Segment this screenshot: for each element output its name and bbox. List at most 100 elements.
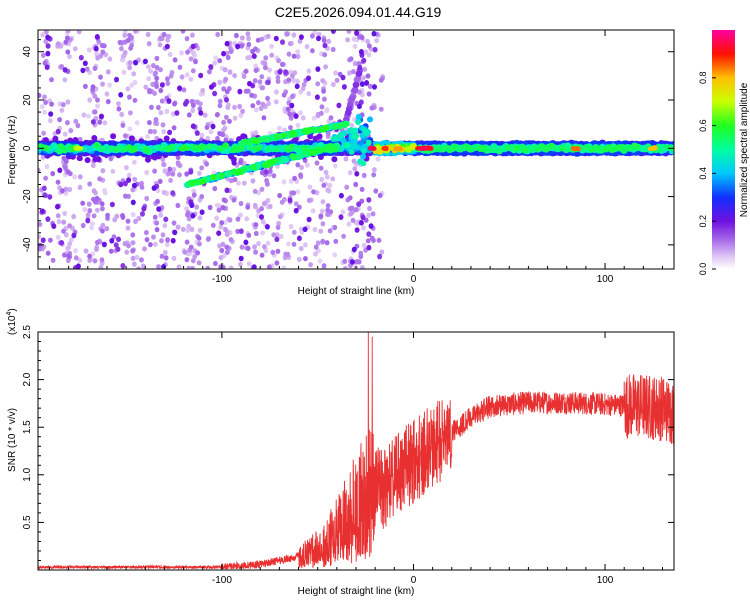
- heatmap-cell: [293, 113, 299, 119]
- heatmap-cell: [148, 128, 153, 135]
- heatmap-cell: [95, 97, 100, 103]
- heatmap-cell: [349, 205, 355, 211]
- heatmap-cell: [225, 104, 231, 110]
- heatmap-cell: [238, 261, 243, 267]
- heatmap-cell: [145, 134, 151, 140]
- heatmap-cell: [298, 110, 303, 116]
- heatmap-cell: [356, 259, 362, 265]
- heatmap-cell: [133, 30, 138, 34]
- heatmap-cell: [242, 165, 250, 172]
- heatmap-cell: [340, 209, 346, 215]
- heatmap-cell: [167, 129, 173, 136]
- heatmap-cell: [94, 246, 99, 252]
- heatmap-cell: [370, 211, 376, 217]
- heatmap-cell: [161, 31, 167, 38]
- heatmap-cell: [279, 132, 287, 139]
- heatmap-cell: [208, 129, 214, 135]
- heatmap-cell: [273, 35, 279, 42]
- heatmap-cell: [326, 188, 332, 194]
- heatmap-cell: [287, 111, 293, 117]
- heatmap-cell: [232, 73, 238, 79]
- colorbar-tick-label: 0.0: [698, 263, 708, 276]
- heatmap-cell: [190, 265, 195, 269]
- heatmap-cell: [366, 197, 372, 203]
- heatmap-cell: [83, 248, 89, 254]
- heatmap-cell: [77, 184, 83, 190]
- heatmap-cell: [190, 107, 196, 113]
- heatmap-cell: [144, 169, 150, 176]
- spectrogram-y-tick-label: -40: [22, 237, 33, 252]
- heatmap-cell: [286, 77, 292, 83]
- heatmap-cell: [162, 223, 168, 229]
- heatmap-cell: [281, 179, 287, 185]
- heatmap-cell: [288, 178, 294, 184]
- heatmap-cell: [366, 244, 372, 251]
- heatmap-cell: [95, 103, 100, 109]
- heatmap-cell: [160, 232, 166, 238]
- heatmap-cell: [130, 255, 136, 261]
- heatmap-cell: [62, 67, 68, 73]
- heatmap-cell: [149, 104, 154, 110]
- snr-y-tick-label: 1.5: [22, 420, 33, 434]
- heatmap-cell: [303, 256, 308, 262]
- heatmap-cell: [238, 200, 244, 207]
- heatmap-cell: [131, 159, 137, 165]
- heatmap-cell: [39, 104, 45, 110]
- heatmap-cell: [77, 174, 83, 180]
- heatmap-cell: [47, 194, 53, 200]
- heatmap-cell: [205, 135, 211, 142]
- heatmap-cell: [63, 158, 69, 164]
- heatmap-cell: [59, 107, 65, 113]
- heatmap-cell: [146, 76, 152, 82]
- heatmap-cell: [291, 241, 297, 247]
- heatmap-cell: [379, 249, 385, 255]
- heatmap-cell: [318, 165, 324, 171]
- heatmap-cell: [614, 151, 621, 156]
- heatmap-cell: [142, 58, 148, 65]
- heatmap-cell: [175, 224, 181, 230]
- heatmap-cell: [231, 197, 237, 203]
- heatmap-cell: [67, 223, 72, 229]
- heatmap-cell: [62, 77, 68, 83]
- heatmap-cell: [42, 60, 48, 66]
- heatmap-cell: [295, 122, 301, 128]
- heatmap-cell: [221, 127, 227, 133]
- colorbar-tick-label: 0.8: [698, 72, 708, 85]
- heatmap-cell: [125, 37, 131, 43]
- heatmap-cell: [288, 115, 294, 121]
- colorbar-label: Normalized spectral amplitude: [739, 82, 750, 217]
- heatmap-cell: [260, 230, 266, 236]
- heatmap-cell: [644, 140, 652, 145]
- heatmap-cell: [277, 214, 283, 220]
- heatmap-cell: [179, 74, 185, 80]
- heatmap-cell: [297, 38, 303, 44]
- heatmap-cell: [253, 107, 259, 113]
- heatmap-cell: [348, 56, 354, 62]
- heatmap-cell: [184, 171, 190, 177]
- heatmap-cell: [295, 189, 301, 195]
- heatmap-cell: [136, 215, 142, 222]
- heatmap-cell: [114, 213, 120, 219]
- heatmap-cell: [294, 83, 300, 90]
- heatmap-cell: [351, 36, 357, 42]
- heatmap-cell: [44, 64, 50, 70]
- spectrogram-x-tick-label: 0: [411, 274, 417, 285]
- heatmap-cell: [265, 240, 271, 246]
- heatmap-cell: [57, 167, 63, 174]
- heatmap-cell: [194, 130, 200, 136]
- heatmap-cell: [40, 32, 45, 38]
- heatmap-cell: [116, 236, 121, 243]
- heatmap-cell: [311, 189, 316, 195]
- heatmap-cell: [280, 61, 285, 67]
- heatmap-cell: [130, 199, 136, 206]
- heatmap-cell: [352, 133, 359, 140]
- heatmap-cell: [98, 53, 104, 59]
- heatmap-cell: [521, 146, 529, 154]
- heatmap-cell: [108, 248, 114, 254]
- heatmap-cell: [65, 35, 70, 41]
- heatmap-cell: [269, 52, 275, 58]
- heatmap-cell: [154, 65, 160, 71]
- heatmap-cell: [320, 78, 326, 84]
- heatmap-cell: [127, 65, 132, 71]
